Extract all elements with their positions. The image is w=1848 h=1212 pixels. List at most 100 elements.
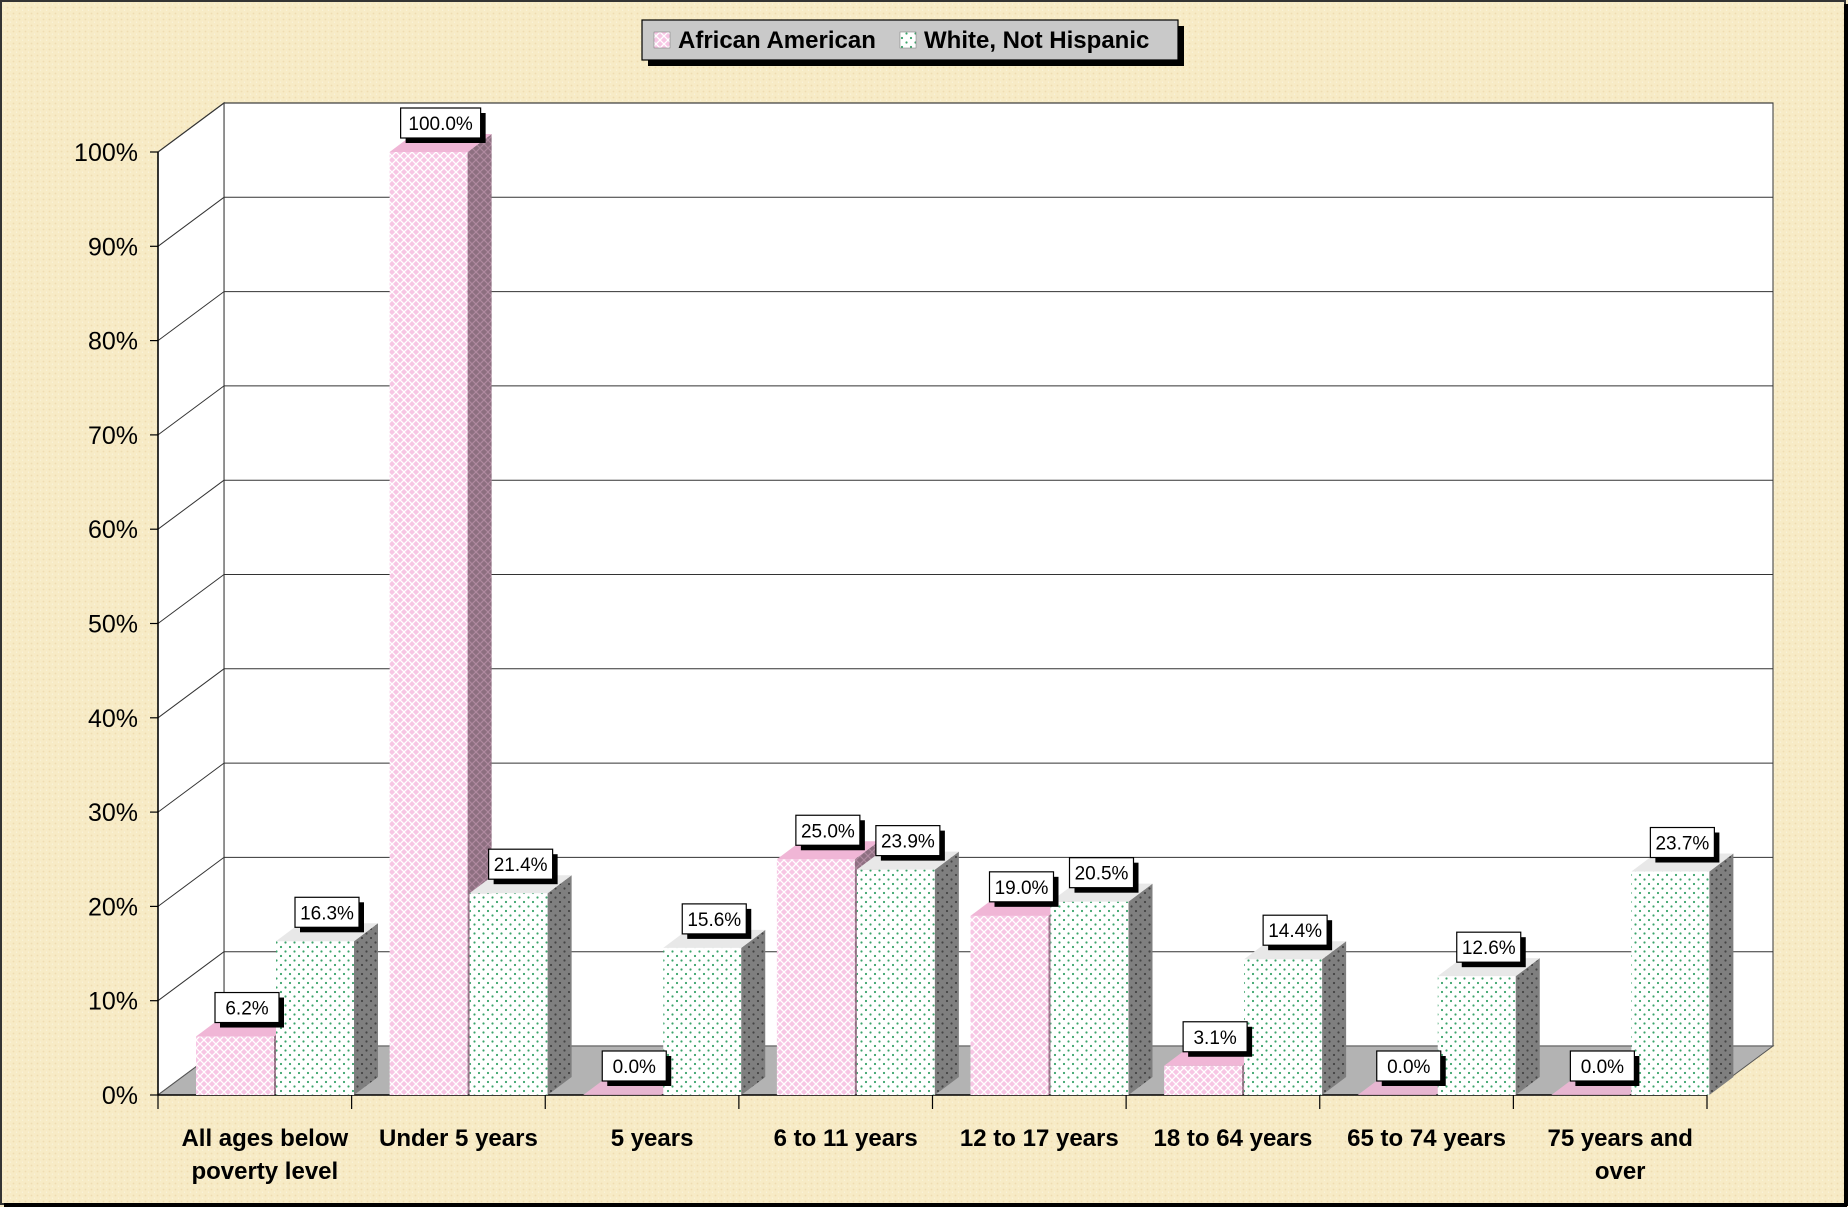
data-label-text: 100.0% bbox=[408, 114, 473, 135]
bar-side bbox=[354, 923, 378, 1095]
bar bbox=[276, 923, 378, 1095]
data-label-text: 6.2% bbox=[225, 999, 268, 1020]
data-label: 20.5% bbox=[1068, 857, 1139, 893]
data-label: 14.4% bbox=[1262, 914, 1333, 951]
data-label-text: 20.5% bbox=[1075, 864, 1129, 885]
bar-front bbox=[196, 1036, 274, 1095]
data-label: 19.0% bbox=[988, 871, 1059, 907]
bar-front bbox=[663, 947, 742, 1095]
bar bbox=[663, 929, 766, 1095]
bar bbox=[1244, 941, 1347, 1095]
data-label: 23.7% bbox=[1649, 826, 1720, 863]
data-label-box bbox=[214, 991, 280, 1024]
bar bbox=[856, 851, 959, 1095]
gridline-side bbox=[157, 856, 225, 907]
bar-front bbox=[389, 152, 468, 1095]
legend-swatch bbox=[653, 31, 671, 49]
data-label: 16.3% bbox=[294, 896, 364, 933]
data-label-text: 3.1% bbox=[1193, 1028, 1236, 1049]
gridline-side bbox=[157, 385, 225, 436]
y-tick-label: 100% bbox=[74, 139, 138, 167]
bar-side bbox=[741, 929, 766, 1095]
bar-front bbox=[1437, 976, 1516, 1095]
gridline-side bbox=[157, 102, 225, 153]
data-label-text: 23.7% bbox=[1655, 834, 1709, 855]
y-tick-label: 50% bbox=[88, 611, 138, 639]
gridline-side bbox=[157, 291, 225, 342]
data-label-box bbox=[601, 1050, 667, 1082]
x-tick-label: Under 5 years bbox=[379, 1125, 538, 1152]
data-label-box bbox=[875, 825, 941, 857]
y-tick-label: 70% bbox=[88, 422, 138, 450]
x-tick-label: All ages below poverty level bbox=[181, 1125, 348, 1185]
bar bbox=[1437, 958, 1540, 1095]
data-label: 0.0% bbox=[1376, 1050, 1446, 1086]
data-label-box bbox=[488, 848, 554, 880]
legend: African American White, Not Hispanic bbox=[641, 19, 1184, 66]
data-label-text: 0.0% bbox=[1581, 1057, 1624, 1078]
legend-label: White, Not Hispanic bbox=[924, 27, 1149, 54]
y-tick-label: 60% bbox=[88, 516, 138, 544]
x-tick-label: 75 years and over bbox=[1547, 1125, 1692, 1185]
y-tick-label: 20% bbox=[88, 893, 138, 921]
data-label-text: 15.6% bbox=[687, 910, 741, 931]
data-label-text: 0.0% bbox=[613, 1057, 656, 1078]
data-label: 25.0% bbox=[795, 814, 865, 851]
legend-swatch bbox=[899, 31, 917, 49]
gridline-side bbox=[157, 574, 225, 624]
bar bbox=[1050, 883, 1153, 1095]
x-tick-label: 65 to 74 years bbox=[1347, 1125, 1506, 1152]
data-label-box bbox=[294, 896, 360, 928]
y-tick-label: 30% bbox=[88, 799, 138, 827]
bar-front bbox=[1631, 871, 1710, 1095]
bar-side bbox=[547, 875, 572, 1095]
data-label-text: 14.4% bbox=[1268, 921, 1322, 942]
bar bbox=[389, 134, 492, 1095]
bar-side bbox=[467, 134, 492, 1095]
y-tick-label: 10% bbox=[88, 988, 138, 1016]
bar-front bbox=[1050, 901, 1129, 1095]
data-label-box bbox=[1456, 931, 1522, 963]
data-label-text: 25.0% bbox=[801, 821, 855, 842]
data-label-text: 16.3% bbox=[300, 903, 354, 924]
data-label-box bbox=[400, 107, 482, 139]
x-tick-label: 12 to 17 years bbox=[960, 1125, 1119, 1152]
data-label-box bbox=[1182, 1021, 1248, 1053]
data-label-box bbox=[1649, 826, 1715, 859]
data-label-box bbox=[795, 814, 861, 846]
bar-front bbox=[776, 859, 855, 1095]
data-label-box bbox=[1262, 914, 1328, 946]
x-tick-label: 5 years bbox=[611, 1125, 694, 1152]
bar-front bbox=[1244, 959, 1323, 1095]
data-label-text: 0.0% bbox=[1387, 1057, 1430, 1078]
data-label: 0.0% bbox=[601, 1050, 672, 1086]
data-label: 21.4% bbox=[488, 848, 558, 885]
legend-label: African American bbox=[678, 27, 876, 54]
data-label: 12.6% bbox=[1456, 931, 1526, 968]
bar-side bbox=[1709, 853, 1734, 1095]
y-tick-label: 40% bbox=[88, 705, 138, 733]
gridline-side bbox=[157, 479, 225, 530]
data-label-text: 23.9% bbox=[881, 832, 935, 853]
bar-front bbox=[1164, 1065, 1243, 1095]
gridline-side bbox=[157, 951, 225, 1002]
data-label-box bbox=[1376, 1050, 1442, 1082]
data-label-box bbox=[681, 903, 747, 935]
gridline-side bbox=[157, 668, 225, 719]
gridline-side bbox=[157, 196, 225, 247]
data-label: 3.1% bbox=[1182, 1021, 1253, 1057]
data-label: 6.2% bbox=[214, 991, 284, 1028]
bar bbox=[469, 875, 572, 1095]
bar-front bbox=[970, 915, 1049, 1095]
data-label-text: 19.0% bbox=[995, 878, 1049, 899]
x-tick-label: 6 to 11 years bbox=[774, 1125, 918, 1152]
y-tick-label: 80% bbox=[88, 328, 138, 356]
bar-front bbox=[856, 869, 935, 1095]
bar bbox=[1631, 853, 1734, 1095]
bar-side bbox=[1515, 958, 1540, 1095]
data-label: 0.0% bbox=[1569, 1050, 1640, 1086]
data-label: 23.9% bbox=[875, 825, 945, 861]
bar-side bbox=[934, 851, 959, 1095]
